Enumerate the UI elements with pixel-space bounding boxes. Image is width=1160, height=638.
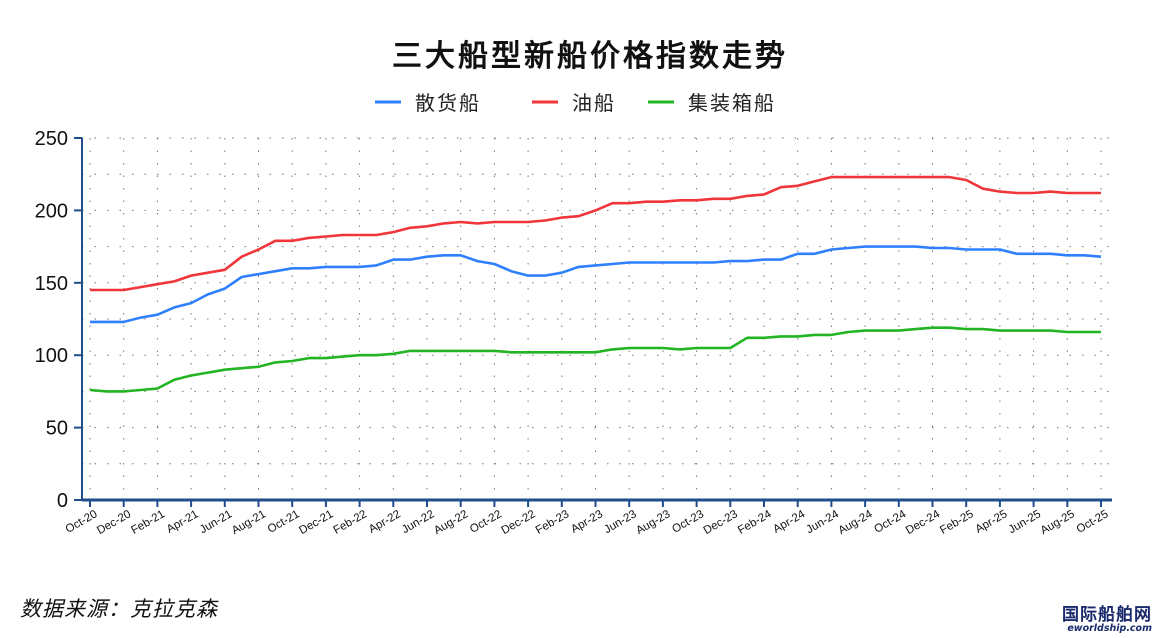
x-tick-label: Oct-23 — [670, 508, 706, 536]
series-line-散货船 — [90, 245, 1102, 324]
y-tick-label: 200 — [35, 200, 68, 222]
grid — [82, 137, 1112, 500]
x-tick-label: Dec-22 — [499, 508, 537, 537]
x-tick-label: Jun-21 — [198, 508, 234, 536]
source-note: 数据来源：克拉克森 — [20, 597, 218, 621]
chart-title: 三大船型新船价格指数走势 — [392, 39, 788, 74]
x-tick-label: Dec-23 — [702, 508, 740, 537]
x-tick-label: Aug-21 — [230, 508, 268, 537]
x-tick-label: Apr-23 — [569, 508, 605, 536]
x-tick-label: Aug-23 — [634, 508, 672, 537]
watermark-sub: eworldship.com — [1067, 623, 1152, 634]
x-tick-label: Apr-24 — [771, 508, 807, 536]
y-tick-label: 50 — [46, 418, 68, 440]
x-tick-label: Oct-22 — [468, 508, 504, 536]
x-tick-label: Oct-21 — [266, 508, 302, 536]
legend-label: 集装箱船 — [688, 91, 776, 115]
series-group — [89, 175, 1102, 393]
x-tick-label: Dec-24 — [904, 508, 943, 537]
x-tick-label: Feb-23 — [534, 508, 572, 537]
x-tick-label: Aug-24 — [836, 508, 875, 537]
x-tick-label: Aug-25 — [1039, 508, 1077, 537]
x-tick-label: Oct-20 — [64, 508, 100, 536]
y-tick-label: 250 — [35, 128, 68, 150]
x-tick-label: Jun-23 — [602, 508, 638, 536]
legend: 散货船 油船 集装箱船 — [375, 91, 776, 115]
x-tick-label: Feb-22 — [332, 508, 370, 537]
x-tick-label: Oct-24 — [872, 508, 908, 536]
x-tick-label: Jun-24 — [804, 508, 841, 536]
legend-label: 油船 — [572, 91, 616, 115]
x-tick-label: Apr-25 — [973, 508, 1009, 536]
x-tick-label: Feb-24 — [736, 508, 774, 537]
x-tick-label: Dec-21 — [297, 508, 335, 537]
x-tick-label: Dec-20 — [95, 508, 133, 537]
legend-label: 散货船 — [415, 91, 481, 115]
y-tick-label: 150 — [35, 273, 68, 295]
x-tick-label: Apr-22 — [367, 508, 403, 536]
watermark-main: 国际船舶网 — [1062, 605, 1152, 625]
x-tick-label: Oct-25 — [1075, 508, 1111, 536]
series-line-油船 — [90, 175, 1101, 292]
x-tick-label: Aug-22 — [432, 508, 470, 537]
x-tick-label: Feb-25 — [938, 508, 976, 537]
y-tick-label: 0 — [57, 490, 68, 512]
y-tick-label: 100 — [35, 345, 68, 367]
x-tick-label: Feb-21 — [129, 508, 167, 537]
x-tick-label: Jun-22 — [400, 508, 436, 536]
x-tick-label: Apr-21 — [165, 508, 201, 536]
axes: 050100150200250Oct-20Dec-20Feb-21Apr-21J… — [35, 128, 1112, 537]
series-line-集装箱船 — [89, 326, 1101, 393]
x-tick-label: Jun-25 — [1007, 508, 1043, 536]
watermark-logo: 国际船舶网 eworldship.com — [1062, 600, 1152, 634]
